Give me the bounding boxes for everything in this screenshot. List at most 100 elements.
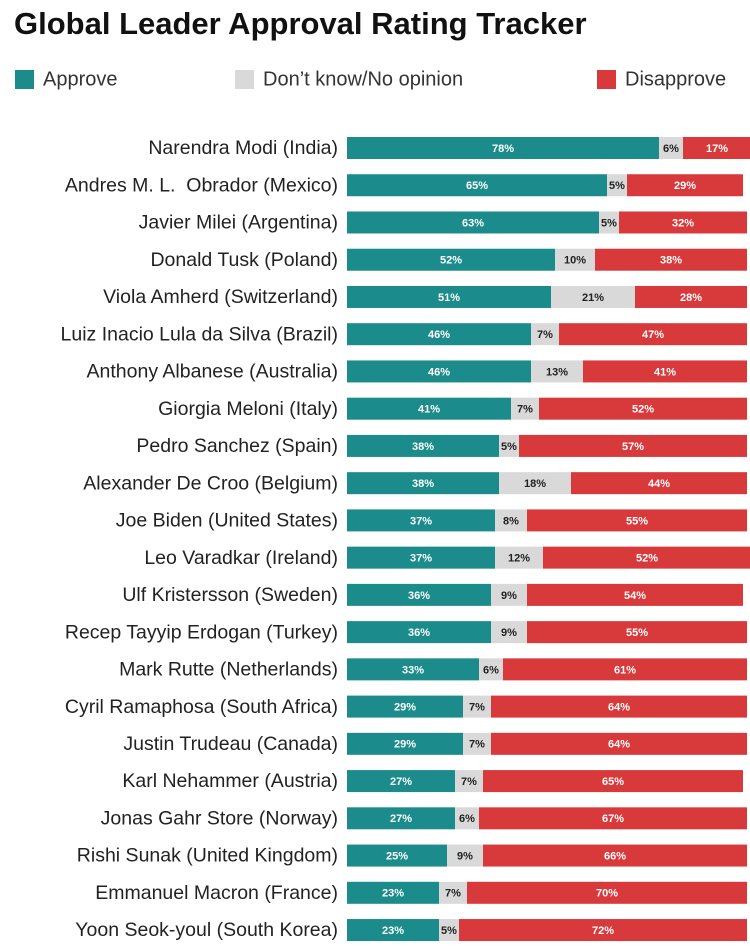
- legend-label: Don’t know/No opinion: [263, 68, 463, 90]
- value-label: 27%: [390, 776, 412, 788]
- bar-segment: [527, 621, 747, 644]
- category-label: Narendra Modi (India): [148, 137, 338, 159]
- bar-segment: [491, 732, 747, 755]
- category-label: Ulf Kristersson (Sweden): [122, 584, 338, 606]
- category-label: Anthony Albanese (Australia): [87, 361, 338, 383]
- value-label: 10%: [564, 255, 586, 267]
- bar-segment: [627, 174, 743, 197]
- category-label: Andres M. L. Obrador (Mexico): [65, 174, 338, 196]
- bar-segment: [619, 211, 747, 234]
- value-label: 54%: [624, 590, 646, 602]
- value-label: 17%: [706, 143, 728, 155]
- bar-segment: [551, 285, 635, 308]
- value-label: 5%: [501, 441, 517, 453]
- bar-segment: [439, 919, 459, 942]
- bar-segment: [543, 546, 750, 569]
- value-label: 7%: [461, 776, 477, 788]
- value-label: 27%: [390, 813, 412, 825]
- value-label: 6%: [459, 813, 475, 825]
- bar-segment: [559, 323, 747, 346]
- bar-segment: [527, 583, 743, 606]
- value-label: 46%: [428, 329, 450, 341]
- bar-segment: [571, 472, 747, 495]
- value-label: 6%: [483, 664, 499, 676]
- category-label: Yoon Seok-youl (South Korea): [75, 919, 338, 941]
- category-label: Recep Tayyip Erdogan (Turkey): [65, 621, 338, 643]
- bar-segment: [347, 546, 495, 569]
- category-label: Emmanuel Macron (France): [95, 882, 338, 904]
- value-label: 18%: [524, 478, 546, 490]
- value-label: 5%: [441, 925, 457, 937]
- category-label: Justin Trudeau (Canada): [123, 733, 338, 755]
- bar-segment: [347, 360, 531, 383]
- value-label: 64%: [608, 702, 630, 714]
- category-label: Cyril Ramaphosa (South Africa): [65, 696, 338, 718]
- bar-segment: [683, 137, 750, 159]
- value-label: 32%: [672, 217, 694, 229]
- category-label: Alexander De Croo (Belgium): [83, 472, 338, 494]
- value-label: 44%: [648, 478, 670, 490]
- bar-segment: [463, 732, 491, 755]
- bar-segment: [539, 397, 747, 420]
- value-label: 47%: [642, 329, 664, 341]
- bar-segment: [347, 881, 439, 904]
- bar-segment: [555, 248, 595, 271]
- legend-swatch: [235, 70, 254, 89]
- bar-segment: [347, 919, 439, 942]
- legend-swatch: [15, 70, 34, 89]
- legend-swatch: [597, 70, 616, 89]
- value-label: 5%: [601, 217, 617, 229]
- bar-segment: [499, 434, 519, 457]
- value-label: 7%: [469, 702, 485, 714]
- category-label: Leo Varadkar (Ireland): [144, 547, 338, 569]
- value-label: 65%: [466, 180, 488, 192]
- bar-segment: [483, 770, 743, 793]
- bar-segment: [347, 472, 499, 495]
- bar-segment: [347, 323, 531, 346]
- value-label: 7%: [537, 329, 553, 341]
- category-label: Karl Nehammer (Austria): [122, 770, 338, 792]
- bar-segment: [491, 621, 527, 644]
- bar-segment: [347, 248, 555, 271]
- value-label: 38%: [660, 255, 682, 267]
- category-label: Pedro Sanchez (Spain): [136, 435, 338, 457]
- value-label: 33%: [402, 664, 424, 676]
- bar-segment: [467, 881, 747, 904]
- value-label: 7%: [445, 888, 461, 900]
- value-label: 12%: [508, 553, 530, 565]
- value-label: 61%: [614, 664, 636, 676]
- category-label: Joe Biden (United States): [116, 510, 338, 532]
- bar-segment: [511, 397, 539, 420]
- bar-segment: [459, 919, 747, 942]
- value-label: 5%: [609, 180, 625, 192]
- bar-segment: [347, 211, 599, 234]
- value-label: 23%: [382, 925, 404, 937]
- value-label: 9%: [501, 590, 517, 602]
- value-label: 28%: [680, 292, 702, 304]
- value-label: 41%: [418, 404, 440, 416]
- bar-segment: [455, 807, 479, 830]
- value-label: 41%: [654, 366, 676, 378]
- value-label: 8%: [503, 515, 519, 527]
- value-label: 55%: [626, 627, 648, 639]
- category-label: Jonas Gahr Store (Norway): [101, 807, 338, 829]
- value-label: 37%: [410, 515, 432, 527]
- category-label: Viola Amherd (Switzerland): [103, 286, 338, 308]
- bar-segment: [347, 285, 551, 308]
- value-label: 7%: [469, 739, 485, 751]
- value-label: 29%: [394, 739, 416, 751]
- bar-segment: [347, 137, 659, 159]
- category-label: Javier Milei (Argentina): [139, 212, 338, 234]
- bar-segment: [583, 360, 747, 383]
- bar-segment: [527, 509, 747, 532]
- value-label: 66%: [604, 850, 626, 862]
- bar-segment: [479, 658, 503, 681]
- value-label: 55%: [626, 515, 648, 527]
- legend-label: Approve: [43, 68, 118, 90]
- value-label: 64%: [608, 739, 630, 751]
- bar-segment: [347, 732, 463, 755]
- bar-segment: [599, 211, 619, 234]
- value-label: 67%: [602, 813, 624, 825]
- bar-segment: [347, 397, 511, 420]
